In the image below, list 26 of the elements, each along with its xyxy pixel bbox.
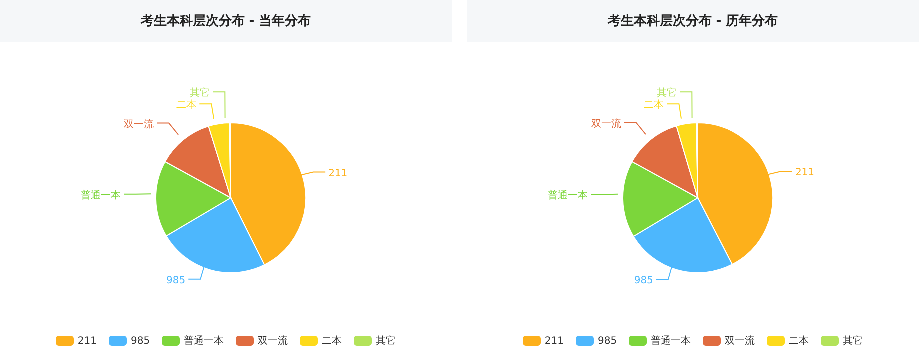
slice-label: 211 <box>795 168 815 179</box>
legend-label: 211 <box>544 334 564 348</box>
legend-label: 985 <box>597 334 618 348</box>
legend-label: 其它 <box>375 334 396 348</box>
category-label: 其它 <box>190 88 210 100</box>
slice-label: 二本 <box>644 99 664 112</box>
legend-label: 二本 <box>788 334 810 348</box>
slice-label: 双一流 <box>592 118 622 130</box>
slice-label: 普通一本 <box>81 189 122 202</box>
slice-label: 二本 <box>176 99 197 112</box>
legend-label: 普通一本 <box>183 334 224 348</box>
slice-label: 双一流 <box>124 118 154 130</box>
legend-label: 双一流 <box>724 334 756 348</box>
slice-label: 普通一本 <box>548 190 588 202</box>
legend-label: 双一流 <box>257 334 288 348</box>
legend-label: 二本 <box>321 334 342 348</box>
legend-label: 985 <box>130 334 150 348</box>
chart-title: 考生本科层次分布 - 历年分布 <box>467 0 919 42</box>
slice-label: 985 <box>166 275 186 286</box>
chart-title: 考生本科层次分布 - 当年分布 <box>0 0 452 42</box>
legend-label: 其它 <box>842 334 864 348</box>
slice-label: 985 <box>634 276 654 287</box>
legend-label: 普通一本 <box>650 334 692 348</box>
legend-label: 211 <box>76 334 97 348</box>
slice-label: 211 <box>328 168 348 180</box>
category-label: 其它 <box>657 88 678 100</box>
